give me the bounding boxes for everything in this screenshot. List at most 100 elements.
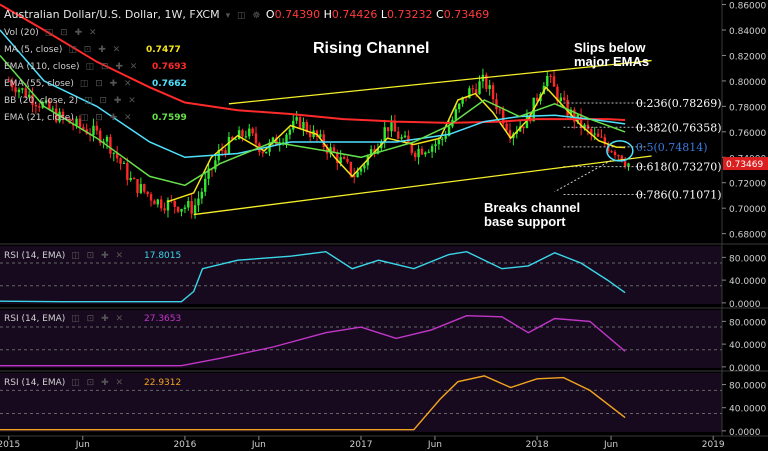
candle-body bbox=[535, 97, 539, 101]
rsi-panel-1-header[interactable]: RSI (14, EMA) ◫ ⊡ ✚ ✕ 17.8015 bbox=[4, 251, 264, 261]
candle-body bbox=[92, 125, 95, 135]
candle-body bbox=[248, 128, 251, 137]
candle-body bbox=[34, 104, 38, 107]
low-label: L bbox=[380, 8, 388, 21]
candle-body bbox=[237, 130, 241, 140]
candle-body bbox=[556, 86, 559, 102]
candle-body bbox=[112, 152, 115, 154]
indicator-ema55[interactable]: EMA (55, close) ◫ ⊡ ✚ ✕ 0.7662 bbox=[4, 79, 204, 89]
rsi-tick-label: 0.0000 bbox=[729, 300, 761, 310]
candle-body bbox=[434, 144, 437, 147]
candle-body bbox=[359, 168, 363, 172]
candle-body bbox=[173, 200, 176, 207]
rsi-tick-label: 40.0000 bbox=[729, 405, 766, 415]
rsi-tools-icon[interactable]: ◫ ⊡ ✚ ✕ bbox=[71, 251, 126, 261]
candle-body bbox=[393, 121, 397, 132]
candle-body bbox=[403, 135, 407, 138]
candle-body bbox=[99, 130, 102, 144]
rsi-panel-background bbox=[0, 310, 722, 368]
candle-body bbox=[562, 97, 566, 100]
candle-body bbox=[495, 99, 498, 110]
series-line-2 bbox=[0, 29, 626, 159]
close-label: C bbox=[436, 8, 444, 21]
candle-body bbox=[420, 148, 424, 155]
rsi-panel-2-header[interactable]: RSI (14, EMA) ◫ ⊡ ✚ ✕ 27.3653 bbox=[4, 314, 264, 324]
candle-body bbox=[139, 184, 143, 194]
candle-body bbox=[596, 133, 600, 137]
indicator-tools-icon[interactable]: ◫ ⊡ ✚ ✕ bbox=[44, 28, 99, 38]
candle-body bbox=[285, 134, 288, 143]
indicator-tools-icon[interactable]: ◫ ⊡ ✚ ✕ bbox=[79, 113, 134, 123]
candle-body bbox=[275, 137, 278, 146]
rsi-label: RSI (14, EMA) bbox=[4, 378, 66, 388]
candle-body bbox=[623, 161, 627, 167]
candle-body bbox=[458, 103, 461, 110]
candle-body bbox=[573, 109, 576, 122]
candle-body bbox=[522, 126, 525, 129]
open-label: O bbox=[265, 8, 275, 21]
indicator-tools-icon[interactable]: ◫ ⊡ ✚ ✕ bbox=[85, 62, 140, 72]
rsi-tools-icon[interactable]: ◫ ⊡ ✚ ✕ bbox=[71, 378, 126, 388]
indicator-tools-icon[interactable]: ◫ ⊡ ✚ ✕ bbox=[84, 96, 138, 106]
breaks-label-line2: base support bbox=[484, 214, 566, 229]
rsi-line-2 bbox=[0, 375, 626, 431]
indicator-ma5[interactable]: MA (5, close) ◫ ⊡ ✚ ✕ 0.7477 bbox=[4, 45, 204, 55]
rsi-tick-label: 0.0000 bbox=[729, 428, 761, 438]
candle-body bbox=[200, 191, 204, 199]
candle-body bbox=[193, 205, 197, 214]
rsi-panel-3-header[interactable]: RSI (14, EMA) ◫ ⊡ ✚ ✕ 22.9312 bbox=[4, 378, 264, 388]
y-tick-label: 0.78000 bbox=[729, 103, 766, 113]
candle-body bbox=[231, 137, 234, 140]
indicator-vol[interactable]: Vol (20) ◫ ⊡ ✚ ✕ bbox=[4, 28, 99, 38]
indicator-ema110[interactable]: EMA (110, close) ◫ ⊡ ✚ ✕ 0.7693 bbox=[4, 62, 204, 72]
candle-body bbox=[295, 117, 298, 121]
candle-body bbox=[329, 147, 332, 154]
candle-body bbox=[488, 85, 491, 89]
candle-body bbox=[583, 124, 586, 128]
y-tick-label: 0.82000 bbox=[729, 52, 766, 62]
candle-body bbox=[214, 160, 217, 170]
low-value: 0.73232 bbox=[387, 8, 433, 21]
y-tick-label: 0.70000 bbox=[729, 205, 766, 215]
candle-body bbox=[613, 151, 617, 156]
candle-body bbox=[444, 135, 447, 139]
indicator-label: EMA (55, close) bbox=[4, 79, 74, 89]
candle-body bbox=[78, 118, 82, 128]
candle-body bbox=[227, 137, 231, 154]
candle-body bbox=[549, 76, 552, 78]
candle-body bbox=[617, 155, 620, 157]
candle-body bbox=[166, 199, 170, 211]
indicator-tools-icon[interactable]: ◫ ⊡ ✚ ✕ bbox=[79, 79, 134, 89]
candle-body bbox=[620, 155, 623, 162]
rsi-tick-label: 80.0000 bbox=[729, 254, 766, 264]
candle-body bbox=[153, 200, 156, 205]
candle-body bbox=[10, 81, 14, 88]
series-line-1 bbox=[0, 3, 626, 124]
indicator-bb[interactable]: BB (20, close, 2) ◫ ⊡ ✚ ✕ bbox=[4, 96, 138, 106]
rsi-line-1 bbox=[0, 314, 626, 367]
candle-body bbox=[356, 171, 359, 178]
candle-body bbox=[390, 121, 393, 132]
rsi-tools-icon[interactable]: ◫ ⊡ ✚ ✕ bbox=[71, 314, 126, 324]
candle-body bbox=[264, 151, 268, 154]
candle-body bbox=[38, 106, 41, 108]
annotation-arrow bbox=[554, 160, 612, 193]
candle-body bbox=[61, 111, 65, 119]
x-tick-label: 2018 bbox=[526, 440, 549, 450]
x-tick-label: 2016 bbox=[173, 440, 196, 450]
candle-body bbox=[508, 130, 512, 139]
y-tick-label: 0.72000 bbox=[729, 180, 766, 190]
candle-body bbox=[353, 175, 356, 178]
slips-label-line2: major EMAs bbox=[574, 54, 650, 69]
chart-symbol[interactable]: Australian Dollar/U.S. Dollar, 1W, FXCM bbox=[4, 8, 220, 21]
y-tick-label: 0.84000 bbox=[729, 27, 766, 37]
candle-body bbox=[95, 125, 99, 131]
indicator-tools-icon[interactable]: ◫ ⊡ ✚ ✕ bbox=[68, 45, 123, 55]
candle-body bbox=[363, 165, 366, 169]
header-tools-icon[interactable]: ▾ ◫ ☸ bbox=[225, 11, 263, 21]
candle-body bbox=[491, 85, 495, 100]
candle-body bbox=[234, 139, 237, 141]
indicator-ema21[interactable]: EMA (21, close) ◫ ⊡ ✚ ✕ 0.7599 bbox=[4, 113, 204, 123]
candle-body bbox=[566, 99, 569, 116]
candle-body bbox=[502, 109, 505, 124]
